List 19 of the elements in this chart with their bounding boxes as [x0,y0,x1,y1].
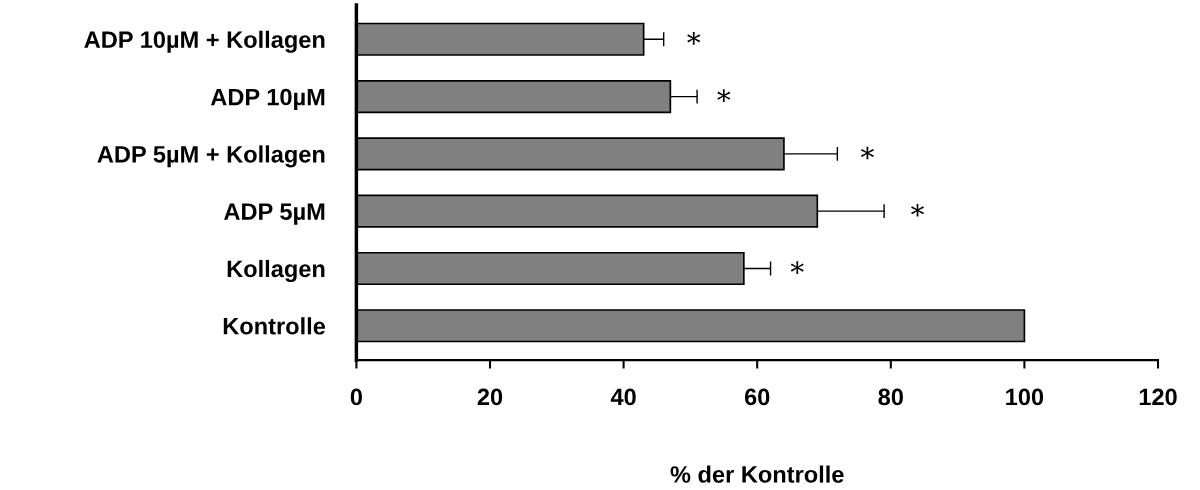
x-tick-label: 40 [610,388,636,406]
y-tick-label: ADP 10µM [210,88,325,111]
y-tick-label: ADP 5µM + Kollagen [97,145,325,168]
annotation: * [860,146,874,160]
y-tick-label: ADP 5µM [224,203,325,225]
x-axis-title: % der Kontrolle [670,465,844,483]
x-tick-label: 60 [744,388,770,406]
y-tick-label: Kollagen [227,259,325,283]
x-tick-label: 20 [477,388,503,406]
x-tick-label: 100 [1006,388,1044,406]
x-tick-label: 0 [350,388,362,406]
x-tick-label: 80 [878,388,903,406]
y-tick-label: Kontrolle [223,317,326,335]
annotation: * [717,89,731,102]
annotation: * [687,32,701,45]
y-tick-label: ADP 10µM + Kollagen [84,30,325,53]
annotation: * [790,261,804,274]
x-tick-label: 120 [1139,388,1177,406]
annotation: * [911,203,925,217]
